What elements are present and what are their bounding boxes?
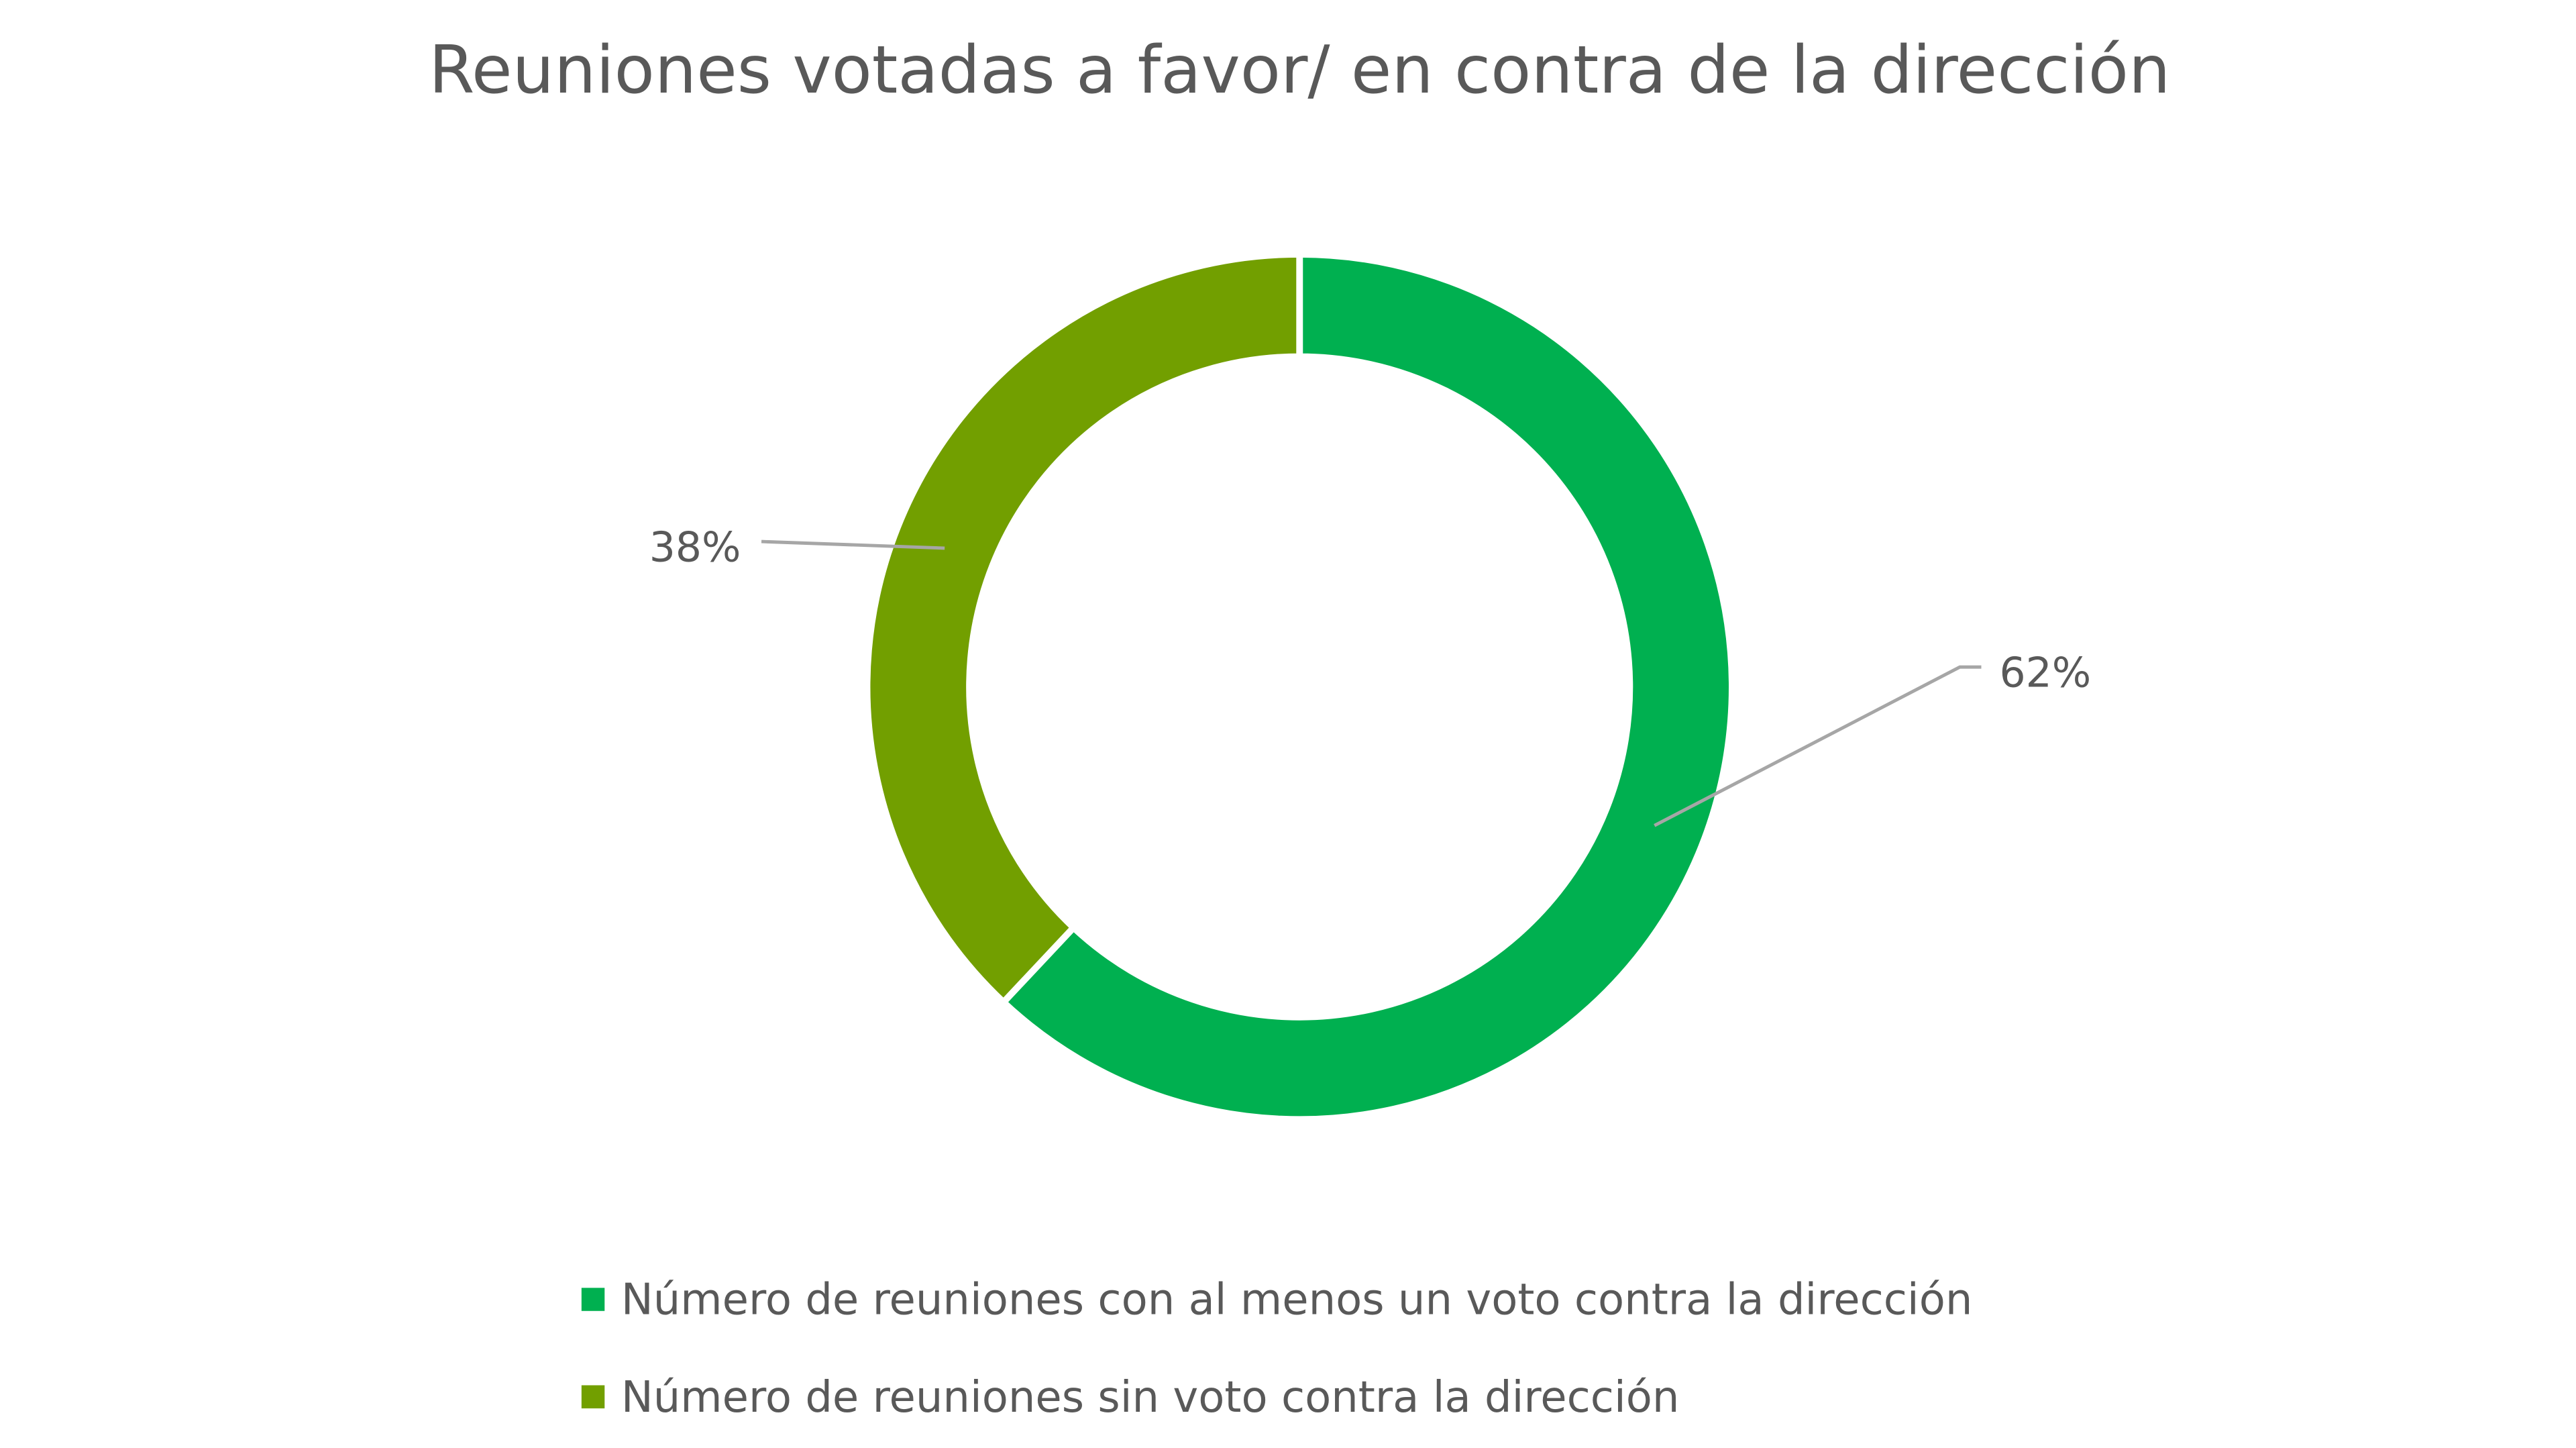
legend-swatch-0: [581, 1288, 605, 1311]
donut-slice-1: [863, 251, 1303, 1007]
donut: [863, 251, 1735, 1123]
data-label-1: 38%: [649, 523, 741, 572]
legend-swatch-1: [581, 1385, 605, 1408]
leader-line-1: [761, 539, 945, 550]
donut-slice-0: [998, 251, 1735, 1123]
legend: Número de reuniones con al menos un voto…: [581, 1276, 1973, 1423]
legend-label-1: Número de reuniones sin voto contra la d…: [621, 1373, 1680, 1423]
legend-label-0: Número de reuniones con al menos un voto…: [621, 1276, 1973, 1325]
chart-title: Reuniones votadas a favor/ en contra de …: [429, 32, 2170, 109]
leader-line-0: [1654, 665, 1982, 827]
data-label-0: 62%: [2000, 649, 2092, 697]
